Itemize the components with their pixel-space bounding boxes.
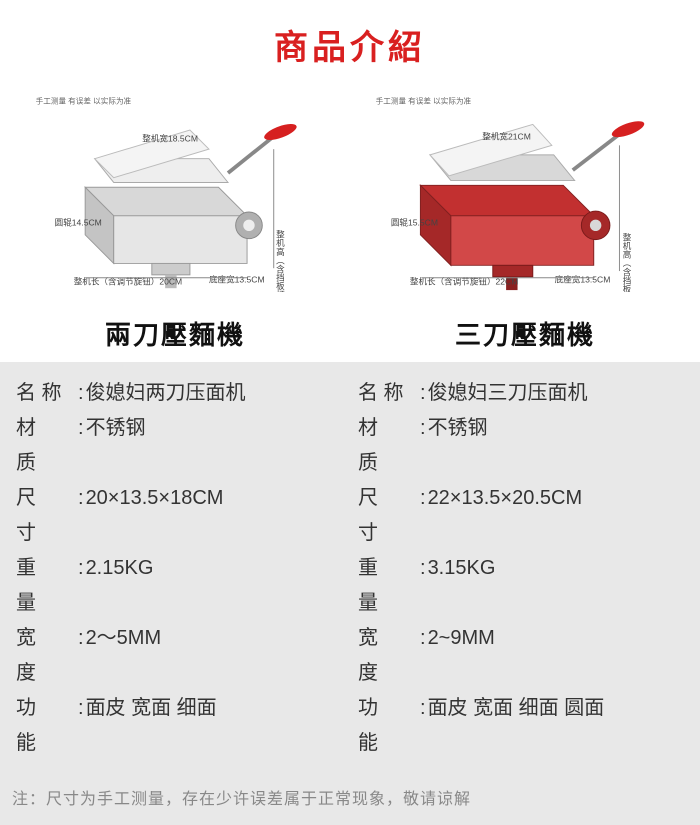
spec-row: 尺寸:20×13.5×18CM xyxy=(16,481,342,551)
spec-row: 功能:面皮 宽面 细面 圆面 xyxy=(358,691,684,761)
spec-row: 宽度:2～5MM xyxy=(16,621,342,691)
spec-label: 材质 xyxy=(16,411,78,481)
svg-text:整机宽18.5CM: 整机宽18.5CM xyxy=(142,132,198,143)
spec-value: 不锈钢 xyxy=(426,411,488,481)
svg-text:圆辊14.5CM: 圆辊14.5CM xyxy=(54,216,101,227)
spec-label: 尺寸 xyxy=(358,481,420,551)
left-machine-diagram: 手工测量 有误差 以实际为准 整机宽18.5 xyxy=(24,92,337,292)
spec-label: 功能 xyxy=(358,691,420,761)
svg-text:底座宽13.5CM: 底座宽13.5CM xyxy=(554,273,610,284)
svg-text:圆辊15.5CM: 圆辊15.5CM xyxy=(390,216,437,227)
spec-row: 宽度:2~9MM xyxy=(358,621,684,691)
spec-row: 重量:3.15KG xyxy=(358,551,684,621)
svg-text:手工测量 有误差 以实际为准: 手工测量 有误差 以实际为准 xyxy=(375,95,471,105)
left-subtitle: 兩刀壓麵機 xyxy=(14,315,336,352)
spec-row: 材质:不锈钢 xyxy=(16,411,342,481)
svg-text:整机高（含挡板打开）20.5CM: 整机高（含挡板打开）20.5CM xyxy=(622,231,632,292)
spec-value: 2.15KG xyxy=(84,551,154,621)
right-machine-diagram: 手工测量 有误差 以实际为准 整机宽21CM 圆辊15.5CM 整机长（含调节旋… xyxy=(364,92,677,292)
spec-row: 名 称:俊媳妇两刀压面机 xyxy=(16,376,342,411)
svg-text:整机长（含调节旋钮）22CM: 整机长（含调节旋钮）22CM xyxy=(410,275,518,286)
svg-text:底座宽13.5CM: 底座宽13.5CM xyxy=(209,273,265,284)
right-spec-col: 名 称:俊媳妇三刀压面机材质:不锈钢尺寸:22×13.5×20.5CM重量:3.… xyxy=(350,376,692,761)
specs-block: 名 称:俊媳妇两刀压面机材质:不锈钢尺寸:20×13.5×18CM重量:2.15… xyxy=(0,362,700,771)
spec-row: 材质:不锈钢 xyxy=(358,411,684,481)
right-image-cell: 手工测量 有误差 以实际为准 整机宽21CM 圆辊15.5CM 整机长（含调节旋… xyxy=(364,84,677,299)
spec-label: 材质 xyxy=(358,411,420,481)
spec-value: 俊媳妇两刀压面机 xyxy=(84,376,246,411)
left-spec-col: 名 称:俊媳妇两刀压面机材质:不锈钢尺寸:20×13.5×18CM重量:2.15… xyxy=(8,376,350,761)
spec-value: 面皮 宽面 细面 xyxy=(84,691,217,761)
footnote: 注：尺寸为手工测量，存在少许误差属于正常现象，敬请谅解 xyxy=(0,771,700,825)
subtitles-row: 兩刀壓麵機 三刀壓麵機 xyxy=(0,309,700,362)
spec-label: 重量 xyxy=(358,551,420,621)
svg-text:手工测量 有误差 以实际为准: 手工测量 有误差 以实际为准 xyxy=(35,95,131,105)
svg-text:整机宽21CM: 整机宽21CM xyxy=(482,130,531,141)
spec-row: 重量:2.15KG xyxy=(16,551,342,621)
spec-value: 3.15KG xyxy=(426,551,496,621)
spec-label: 尺寸 xyxy=(16,481,78,551)
left-image-cell: 手工测量 有误差 以实际为准 整机宽18.5 xyxy=(24,84,337,299)
spec-label: 宽度 xyxy=(16,621,78,691)
spec-value: 2~9MM xyxy=(426,621,495,691)
spec-value: 俊媳妇三刀压面机 xyxy=(426,376,588,411)
spec-row: 尺寸:22×13.5×20.5CM xyxy=(358,481,684,551)
spec-row: 名 称:俊媳妇三刀压面机 xyxy=(358,376,684,411)
spec-value: 2～5MM xyxy=(84,621,162,691)
svg-text:整机长（含调节旋钮）20CM: 整机长（含调节旋钮）20CM xyxy=(73,275,181,286)
images-row: 手工测量 有误差 以实际为准 整机宽18.5 xyxy=(0,79,700,309)
spec-value: 不锈钢 xyxy=(84,411,146,481)
spec-label: 名 称 xyxy=(16,376,78,411)
page-title: 商品介紹 xyxy=(0,0,700,79)
svg-text:整机高（含挡板打开）18CM: 整机高（含挡板打开）18CM xyxy=(275,228,285,291)
spec-value: 20×13.5×18CM xyxy=(84,481,224,551)
spec-value: 面皮 宽面 细面 圆面 xyxy=(426,691,605,761)
spec-value: 22×13.5×20.5CM xyxy=(426,481,583,551)
spec-label: 功能 xyxy=(16,691,78,761)
spec-row: 功能:面皮 宽面 细面 xyxy=(16,691,342,761)
spec-label: 名 称 xyxy=(358,376,420,411)
spec-label: 重量 xyxy=(16,551,78,621)
spec-label: 宽度 xyxy=(358,621,420,691)
right-subtitle: 三刀壓麵機 xyxy=(364,315,686,352)
